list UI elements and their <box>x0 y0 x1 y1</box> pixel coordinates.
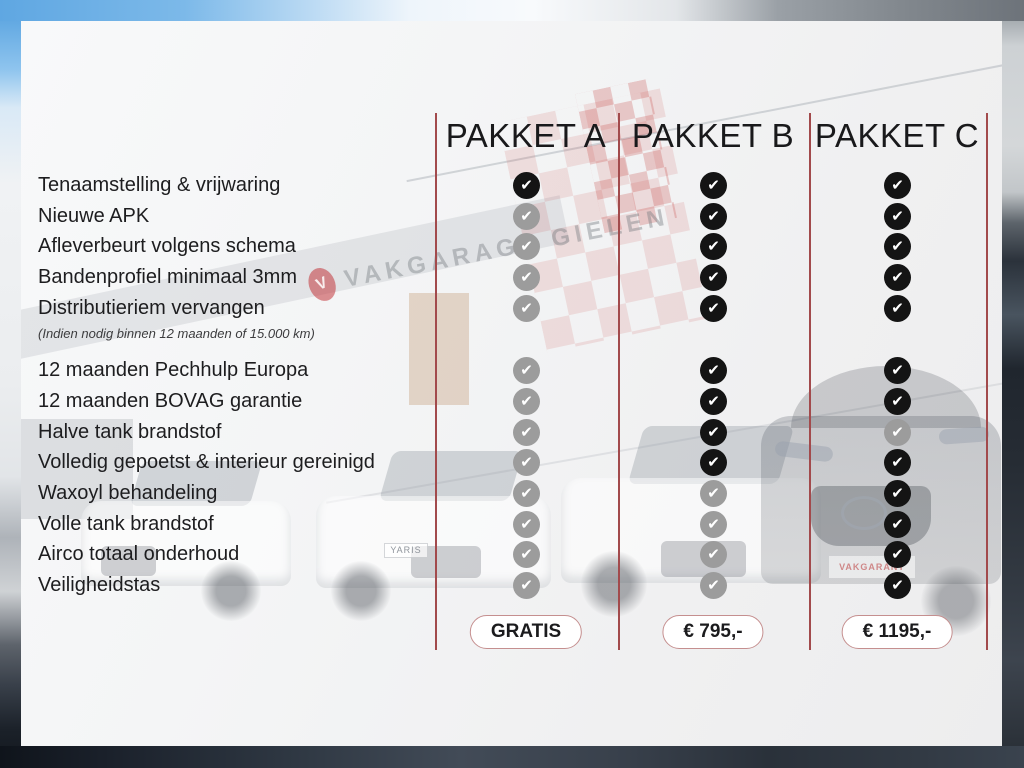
feature-label: Distributieriem vervangen <box>38 296 265 319</box>
background-photo-right-edge <box>1002 0 1024 768</box>
feature-label: Halve tank brandstof <box>38 420 222 443</box>
check-icon <box>513 418 540 446</box>
feature-label: Veiligheidstas <box>38 574 161 597</box>
feature-row: Afleverbeurt volgens schema <box>21 231 1002 262</box>
feature-label: Bandenprofiel minimaal 3mm <box>38 265 298 288</box>
check-icon <box>513 171 540 199</box>
package-c-header: PAKKET C <box>814 117 980 154</box>
group-spacer <box>21 343 1002 355</box>
package-b-price-button[interactable]: € 795,- <box>662 615 764 649</box>
feature-row: Veiligheidstas <box>21 570 1002 601</box>
feature-row: Waxoyl behandeling <box>21 478 1002 509</box>
column-divider <box>986 113 988 650</box>
check-icon <box>513 294 540 322</box>
package-c-price-button[interactable]: € 1195,- <box>841 615 953 649</box>
check-icon <box>513 263 540 291</box>
check-icon <box>700 480 727 508</box>
check-icon <box>700 449 727 477</box>
check-icon <box>884 294 911 322</box>
check-icon <box>700 418 727 446</box>
check-icon <box>700 263 727 291</box>
check-icon <box>700 171 727 199</box>
check-icon <box>513 449 540 477</box>
feature-row: Distributieriem vervangen <box>21 293 1002 324</box>
feature-label: 12 maanden BOVAG garantie <box>38 389 303 412</box>
check-icon <box>884 480 911 508</box>
feature-row: Bandenprofiel minimaal 3mm <box>21 262 1002 293</box>
check-icon <box>700 202 727 230</box>
feature-row: Volledig gepoetst & interieur gereinigd <box>21 448 1002 479</box>
check-icon <box>884 357 911 385</box>
check-icon <box>513 572 540 600</box>
column-divider <box>618 113 620 650</box>
feature-label: 12 maanden Pechhulp Europa <box>38 359 309 382</box>
package-b-header: PAKKET B <box>631 117 795 154</box>
check-icon <box>884 387 911 415</box>
background-photo-sky-edge <box>0 0 1024 21</box>
feature-row: 12 maanden Pechhulp Europa <box>21 355 1002 386</box>
feature-label: Airco totaal onderhoud <box>38 543 240 566</box>
check-icon <box>700 387 727 415</box>
check-icon <box>700 510 727 538</box>
feature-note: (Indien nodig binnen 12 maanden of 15.00… <box>38 325 315 341</box>
feature-row: 12 maanden BOVAG garantie <box>21 386 1002 417</box>
check-icon <box>700 541 727 569</box>
feature-grid: Tenaamstelling & vrijwaring Nieuwe APK A… <box>21 170 1002 601</box>
check-icon <box>884 510 911 538</box>
check-icon <box>513 357 540 385</box>
package-comparison-panel: V VAKGARAGE GIELEN YARIS <box>21 21 1002 746</box>
check-icon <box>513 480 540 508</box>
column-divider <box>435 113 437 650</box>
column-divider <box>809 113 811 650</box>
check-icon <box>884 418 911 446</box>
check-icon <box>700 357 727 385</box>
background-photo-left-edge <box>0 0 21 768</box>
feature-row: Halve tank brandstof <box>21 417 1002 448</box>
check-icon <box>884 263 911 291</box>
feature-label: Nieuwe APK <box>38 204 150 227</box>
feature-row: Airco totaal onderhoud <box>21 540 1002 571</box>
feature-label: Volle tank brandstof <box>38 512 214 535</box>
feature-row: Volle tank brandstof <box>21 509 1002 540</box>
check-icon <box>884 572 911 600</box>
package-a-price-button[interactable]: GRATIS <box>469 615 583 649</box>
package-a-header: PAKKET A <box>445 117 607 154</box>
check-icon <box>700 294 727 322</box>
background-photo-road-edge <box>0 746 1024 768</box>
feature-label: Waxoyl behandeling <box>38 482 218 505</box>
feature-label: Volledig gepoetst & interieur gereinigd <box>38 451 375 474</box>
check-icon <box>884 202 911 230</box>
feature-label: Tenaamstelling & vrijwaring <box>38 173 281 196</box>
check-icon <box>884 449 911 477</box>
check-icon <box>700 233 727 261</box>
feature-label: Afleverbeurt volgens schema <box>38 235 296 258</box>
check-icon <box>700 572 727 600</box>
check-icon <box>884 233 911 261</box>
check-icon <box>884 171 911 199</box>
feature-note-row: (Indien nodig binnen 12 maanden of 15.00… <box>21 323 1002 343</box>
feature-row: Nieuwe APK <box>21 201 1002 232</box>
check-icon <box>513 387 540 415</box>
check-icon <box>513 202 540 230</box>
check-icon <box>513 510 540 538</box>
check-icon <box>513 541 540 569</box>
feature-row: Tenaamstelling & vrijwaring <box>21 170 1002 201</box>
check-icon <box>884 541 911 569</box>
check-icon <box>513 233 540 261</box>
